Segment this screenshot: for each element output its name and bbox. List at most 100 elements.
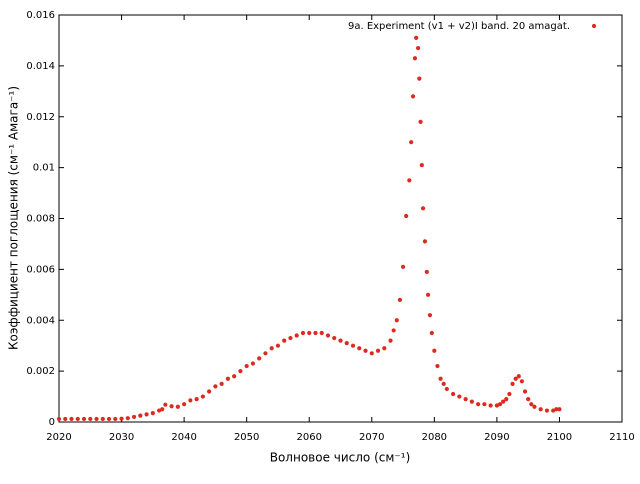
data-point (391, 328, 396, 333)
data-point (307, 330, 312, 336)
data-point (414, 35, 419, 40)
x-axis-label: Волновое число (см⁻¹) (270, 451, 411, 465)
legend-label: 9a. Experiment (v1 + v2)I band. 20 amaga… (348, 21, 570, 32)
y-tick-label: 0.016 (26, 10, 55, 21)
data-point (119, 416, 124, 421)
data-point (382, 346, 387, 351)
data-point (415, 45, 421, 51)
data-point (519, 379, 525, 384)
data-point (207, 389, 212, 394)
data-point (94, 416, 99, 422)
y-tick-label: 0 (49, 417, 55, 428)
data-point (507, 391, 512, 397)
data-point (144, 412, 149, 417)
legend-marker (591, 23, 597, 29)
data-point (113, 416, 118, 422)
data-point (457, 394, 462, 399)
data-point (513, 376, 518, 381)
data-point (257, 356, 262, 361)
data-point (69, 416, 74, 422)
data-point (288, 335, 293, 341)
data-point (194, 397, 199, 402)
data-point (420, 206, 426, 211)
data-point (438, 376, 443, 381)
data-point (188, 398, 193, 403)
x-tick-label: 2110 (609, 432, 634, 443)
data-point (412, 56, 418, 61)
x-tick-label: 2080 (422, 432, 447, 443)
data-point (282, 338, 287, 343)
data-point (394, 318, 399, 323)
data-point (417, 76, 422, 81)
y-tick-label: 0.014 (26, 61, 55, 72)
data-point (325, 333, 331, 338)
data-point (538, 407, 543, 412)
data-point (138, 413, 143, 418)
data-point (363, 348, 368, 353)
y-tick-label: 0.01 (33, 163, 55, 174)
data-point (419, 162, 424, 168)
data-point (300, 330, 306, 336)
data-point (263, 351, 268, 356)
data-point (422, 239, 428, 244)
data-point (232, 374, 237, 379)
data-point (150, 410, 155, 416)
data-point (501, 399, 506, 404)
x-tick-label: 2060 (296, 432, 321, 443)
data-point (357, 346, 362, 351)
x-tick-label: 2070 (359, 432, 384, 443)
x-tick-label: 2050 (234, 432, 259, 443)
data-point (444, 386, 449, 392)
data-point (213, 384, 218, 389)
data-point (400, 264, 406, 269)
data-point (510, 381, 515, 386)
data-point (418, 119, 423, 124)
data-point (100, 416, 105, 422)
x-tick-label: 2100 (547, 432, 572, 443)
data-point (522, 389, 528, 394)
data-point (425, 292, 431, 297)
data-point (435, 363, 440, 369)
data-point (269, 346, 274, 351)
data-point (429, 330, 434, 336)
data-point (319, 330, 324, 336)
data-point (250, 361, 256, 366)
data-point (488, 403, 493, 408)
data-point (125, 416, 130, 421)
data-point (388, 338, 393, 343)
data-point (275, 343, 281, 348)
data-point (160, 407, 165, 412)
plot-frame (58, 14, 623, 423)
data-point (81, 416, 87, 422)
data-point (238, 369, 243, 374)
data-point (350, 343, 356, 348)
data-point (131, 414, 137, 420)
data-point (427, 313, 433, 318)
data-point (182, 402, 187, 407)
data-point (294, 333, 299, 338)
data-point (375, 348, 381, 353)
data-point (432, 348, 437, 353)
data-point (532, 404, 537, 409)
data-point (88, 416, 93, 422)
data-point (482, 402, 487, 407)
data-point (163, 402, 168, 407)
x-tick-label: 2020 (46, 432, 71, 443)
data-point (407, 178, 412, 183)
data-point (469, 399, 474, 404)
y-tick-label: 0.004 (26, 315, 55, 326)
data-point (404, 213, 409, 219)
y-axis-label: Коэффициент поглощения (см⁻¹ Амага⁻¹) (7, 86, 21, 350)
y-tick-label: 0.006 (26, 264, 55, 275)
data-point (200, 394, 205, 399)
data-point (410, 94, 416, 99)
data-point (75, 416, 80, 422)
x-tick-label: 2030 (109, 432, 134, 443)
data-point (463, 397, 468, 402)
data-point (554, 407, 559, 412)
x-tick-label: 2090 (484, 432, 509, 443)
y-tick-label: 0.012 (26, 112, 55, 123)
data-point (63, 416, 68, 422)
x-tick-label: 2040 (171, 432, 196, 443)
data-point (219, 381, 224, 386)
